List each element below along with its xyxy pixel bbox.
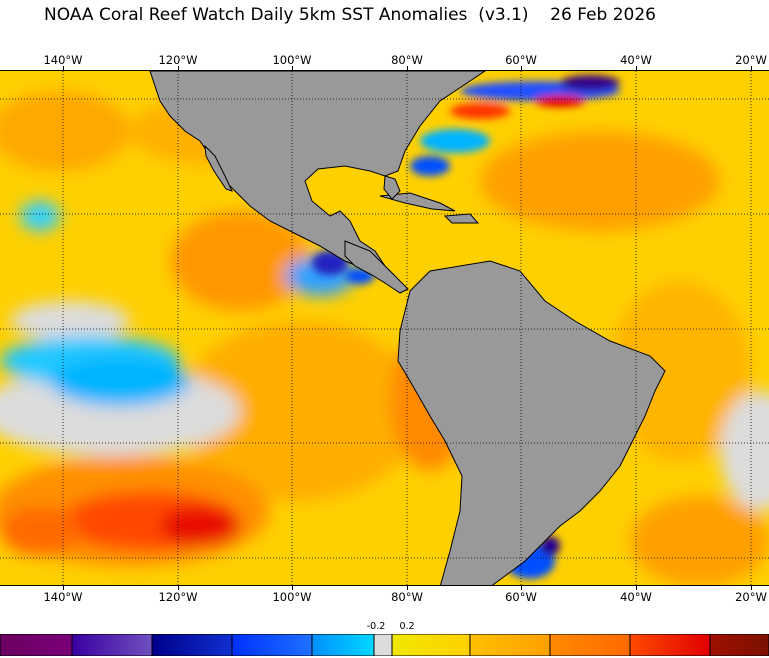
land-masses xyxy=(149,71,666,585)
colorbar-segment xyxy=(231,634,313,656)
sst-anomaly-colorbar xyxy=(0,634,769,656)
bottom-lon-label: 60°W xyxy=(505,590,537,604)
colorbar-segment xyxy=(549,634,631,656)
bottom-lon-tick xyxy=(178,586,179,590)
bottom-lon-label: 20°W xyxy=(735,590,767,604)
central-america xyxy=(344,240,409,294)
top-lon-tick xyxy=(178,66,179,70)
colorbar-segment xyxy=(391,634,471,656)
bottom-lon-label: 100°W xyxy=(272,590,312,604)
bottom-lon-label: 80°W xyxy=(391,590,423,604)
colorbar-segment xyxy=(629,634,711,656)
sst-anomaly-map[interactable] xyxy=(0,70,769,586)
colorbar-segment xyxy=(709,634,769,656)
top-lon-tick xyxy=(636,66,637,70)
bottom-lon-tick xyxy=(521,586,522,590)
top-lon-label: 120°W xyxy=(158,53,198,67)
hispaniola xyxy=(443,213,480,224)
florida xyxy=(383,175,401,200)
cuba xyxy=(379,192,456,212)
bottom-lon-tick xyxy=(751,586,752,590)
colorbar-segment xyxy=(469,634,551,656)
bottom-lon-label: 140°W xyxy=(43,590,83,604)
colorbar-segment xyxy=(311,634,375,656)
bottom-lon-label: 40°W xyxy=(620,590,652,604)
colorbar-segment xyxy=(0,634,73,656)
colorbar-segment xyxy=(373,634,393,656)
top-lon-tick xyxy=(521,66,522,70)
top-lon-label: 20°W xyxy=(735,53,767,67)
top-lon-label: 40°W xyxy=(620,53,652,67)
top-lon-tick xyxy=(407,66,408,70)
bottom-lon-tick xyxy=(292,586,293,590)
top-lon-tick xyxy=(292,66,293,70)
colorbar-segment xyxy=(151,634,233,656)
colorbar-segment xyxy=(71,634,153,656)
top-lon-label: 140°W xyxy=(43,53,83,67)
map-canvas xyxy=(0,71,769,585)
top-lon-tick xyxy=(751,66,752,70)
baja-california xyxy=(204,144,233,192)
top-lon-tick xyxy=(63,66,64,70)
south-america xyxy=(397,260,666,585)
colorbar-label: -0.2 xyxy=(366,621,386,632)
bottom-lon-tick xyxy=(63,586,64,590)
map-title: NOAA Coral Reef Watch Daily 5km SST Anom… xyxy=(44,5,656,25)
top-lon-label: 100°W xyxy=(272,53,312,67)
bottom-lon-label: 120°W xyxy=(158,590,198,604)
graticule xyxy=(0,71,769,585)
top-lon-label: 80°W xyxy=(391,53,423,67)
top-lon-label: 60°W xyxy=(505,53,537,67)
colorbar-label: 0.2 xyxy=(399,621,415,632)
bottom-lon-tick xyxy=(407,586,408,590)
bottom-lon-tick xyxy=(636,586,637,590)
